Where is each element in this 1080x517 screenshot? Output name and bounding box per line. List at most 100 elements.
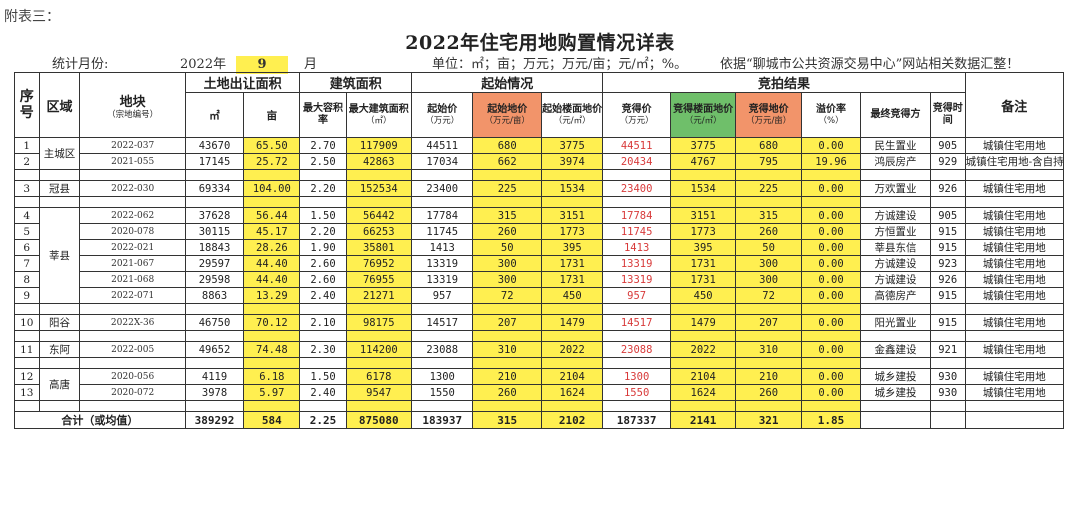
cell-mu: 44.40 [243,255,301,272]
cell-remark: 城镇住宅用地 [964,239,1065,256]
cell-bid-price: 13319 [602,255,671,272]
empty-cell [14,400,40,412]
cell-bid-floor: 1534 [669,180,737,197]
cell-sqm: 4119 [184,368,245,385]
cell-mu: 44.40 [243,271,301,288]
cell-seq: 10 [14,314,40,331]
cell-bid-land: 315 [735,207,802,224]
col-premium: 溢价率 （%） [800,92,862,138]
cell-build: 114200 [345,341,413,358]
cell-start-price: 17784 [411,207,474,224]
empty-cell [411,196,474,208]
empty-cell [299,400,347,412]
unit-note: 单位：㎡；亩；万元；万元/亩；元/㎡；%。 [432,57,688,72]
cell-seq: 3 [14,180,40,197]
cell-far: 2.40 [299,287,347,304]
empty-cell [14,169,40,181]
cell-winner: 万欢置业 [860,180,931,197]
empty-cell [38,169,81,181]
empty-cell [669,400,737,412]
cell-time: 905 [929,137,966,154]
stat-month-label: 统计月份: [52,57,109,72]
cell-start-land-price: 210 [472,368,542,385]
total-start-floor: 2102 [540,411,604,429]
empty-cell [540,400,604,412]
empty-cell [184,357,245,369]
cell-start-floor: 1624 [540,384,604,401]
cell-build: 21271 [345,287,413,304]
separator-row [14,400,1065,412]
cell-seq: 2 [14,153,40,170]
cell-premium: 0.00 [800,223,862,240]
col-region: 区域 [38,72,81,138]
cell-bid-land: 207 [735,314,802,331]
table-row: 8 2021-068 29598 44.40 2.60 76955 13319 300 1731… [14,271,1065,288]
empty-cell [184,196,245,208]
cell-seq: 8 [14,271,40,288]
cell-start-floor: 2022 [540,341,604,358]
cell-far: 2.70 [299,137,347,154]
cell-remark: 城镇住宅用地 [964,368,1065,385]
cell-mu: 6.18 [243,368,301,385]
cell-time: 929 [929,153,966,170]
col-start-land-price-sub: （万元/亩） [484,116,530,126]
col-bid-land-sub: （万元/亩） [745,116,792,126]
col-parcel-sub: （宗地编号） [107,109,159,120]
empty-cell [669,196,737,208]
cell-start-land-price: 225 [472,180,542,197]
source-note: 依据“聊城市公共资源交易中心”网站相关数据汇整！ [720,57,1020,72]
col-start-floor-label: 起始楼面地价 [542,104,603,115]
table-row: 5 2020-078 30115 45.17 2.20 66253 11745 260 1773… [14,223,1065,240]
cell-remark: 城镇住宅用地 [964,180,1065,197]
cell-start-price: 23088 [411,341,474,358]
empty-cell [472,196,542,208]
cell-start-land-price: 315 [472,207,542,224]
cell-bid-floor: 4767 [669,153,737,170]
empty-cell [669,169,737,181]
cell-premium: 0.00 [800,368,862,385]
cell-start-price: 14517 [411,314,474,331]
empty-cell [929,196,966,208]
empty-cell [79,357,186,369]
cell-remark: 城镇住宅用地 [964,223,1065,240]
cell-start-price: 13319 [411,255,474,272]
empty-cell [14,357,40,369]
empty-cell [472,169,542,181]
cell-winner: 城乡建投 [860,384,931,401]
cell-bid-floor: 395 [669,239,737,256]
empty-cell [345,357,413,369]
empty-cell [964,196,1065,208]
cell-premium: 0.00 [800,384,862,401]
cell-start-floor: 3974 [540,153,604,170]
total-premium: 1.85 [800,411,862,429]
cell-start-land-price: 72 [472,287,542,304]
cell-region: 高唐 [38,368,81,401]
table-row: 11 东阿 2022-005 49652 74.48 2.30 114200 23088 310… [14,341,1065,358]
cell-bid-floor: 2022 [669,341,737,358]
group-land-area: 土地出让面积 [184,72,301,93]
cell-parcel-code: 2021-067 [79,255,186,272]
cell-parcel-code: 2021-055 [79,153,186,170]
empty-cell [411,303,474,315]
empty-cell [540,330,604,342]
empty-cell [299,169,347,181]
cell-bid-land: 300 [735,255,802,272]
cell-parcel-code: 2022-062 [79,207,186,224]
cell-seq: 11 [14,341,40,358]
cell-premium: 0.00 [800,239,862,256]
col-bid-land-label: 竞得地价 [748,104,789,115]
cell-bid-land: 310 [735,341,802,358]
cell-far: 1.90 [299,239,347,256]
table-row: 6 2022-021 18843 28.26 1.90 35801 1413 50 395 141… [14,239,1065,256]
cell-remark: 城镇住宅用地 [964,287,1065,304]
cell-region: 主城区 [38,137,81,170]
appendix-label: 附表三： [4,9,60,25]
empty-cell [243,169,301,181]
empty-cell [602,196,671,208]
col-bid-floor-label: 竞得楼面地价 [673,104,734,115]
empty-cell [602,357,671,369]
cell-bid-price: 957 [602,287,671,304]
cell-mu: 70.12 [243,314,301,331]
total-bid-land: 321 [735,411,802,429]
empty-cell [602,400,671,412]
